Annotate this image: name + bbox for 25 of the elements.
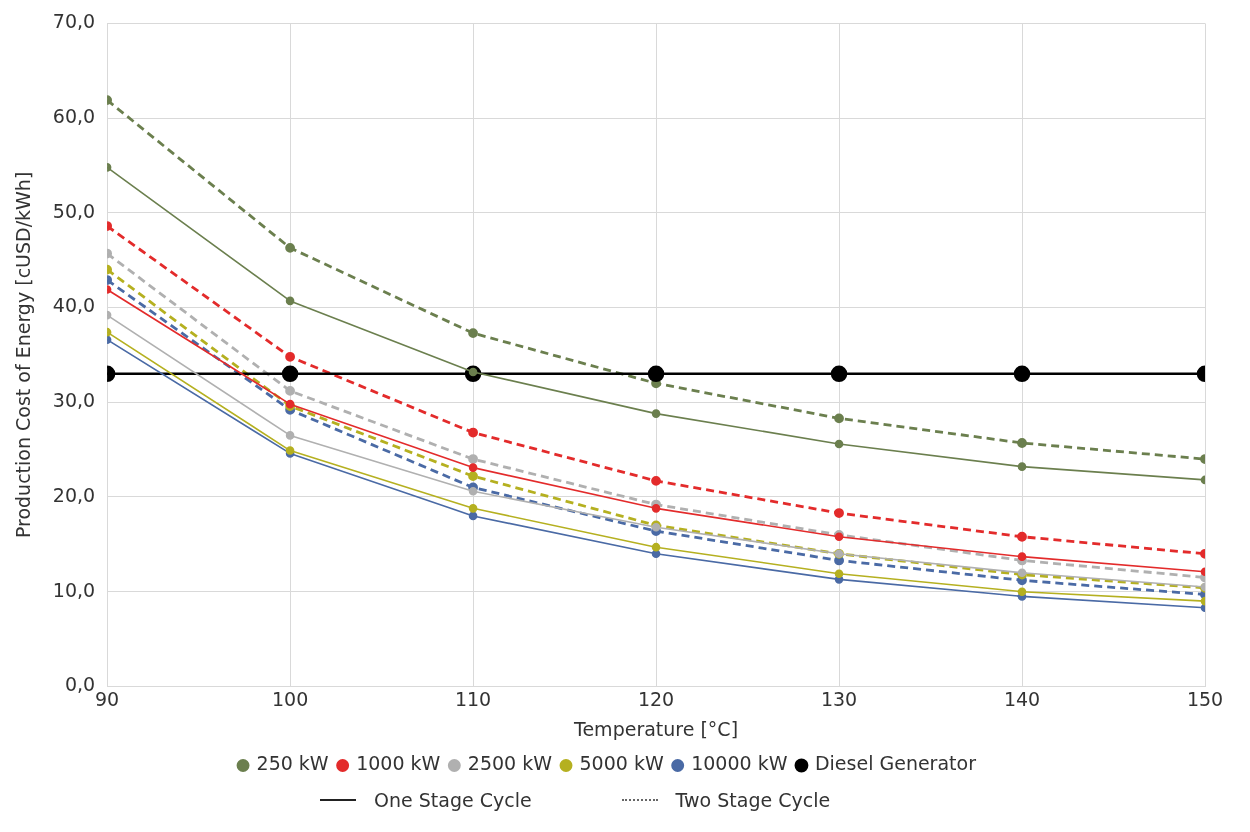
y-tick-label: 50,0 bbox=[52, 199, 96, 222]
x-tick-label: 110 bbox=[454, 687, 492, 710]
y-tick-label: 70,0 bbox=[52, 10, 96, 33]
legend-label: 250 kW bbox=[256, 752, 329, 775]
x-tick-label: 90 bbox=[95, 687, 120, 710]
x-tick-label: 100 bbox=[271, 687, 309, 710]
y-tick-label: 0,0 bbox=[64, 673, 96, 696]
legend-label: 2500 kW bbox=[467, 752, 553, 775]
y-tick-label: 60,0 bbox=[52, 105, 96, 128]
y-axis-title: Production Cost of Energy [cUSD/kWh] bbox=[12, 171, 35, 539]
x-tick-label: 130 bbox=[820, 687, 858, 710]
y-tick-label: 10,0 bbox=[52, 578, 96, 601]
y-tick-label: 20,0 bbox=[52, 483, 96, 506]
text: Two Stage Cycle bbox=[675, 789, 831, 811]
x-axis-title: Temperature [°C] bbox=[573, 717, 739, 740]
legend-label: 5000 kW bbox=[579, 752, 664, 775]
legend-label: 10000 kW bbox=[691, 752, 788, 775]
x-tick-label: 120 bbox=[637, 687, 675, 710]
x-tick-label: 140 bbox=[1003, 687, 1041, 710]
y-tick-label: 40,0 bbox=[52, 294, 96, 317]
legend-label: 1000 kW bbox=[356, 752, 441, 775]
y-tick-label: 30,0 bbox=[52, 389, 96, 412]
text: One Stage Cycle bbox=[374, 789, 532, 811]
legend-label: Diesel Generator bbox=[814, 752, 977, 775]
x-tick-label: 150 bbox=[1186, 687, 1224, 710]
